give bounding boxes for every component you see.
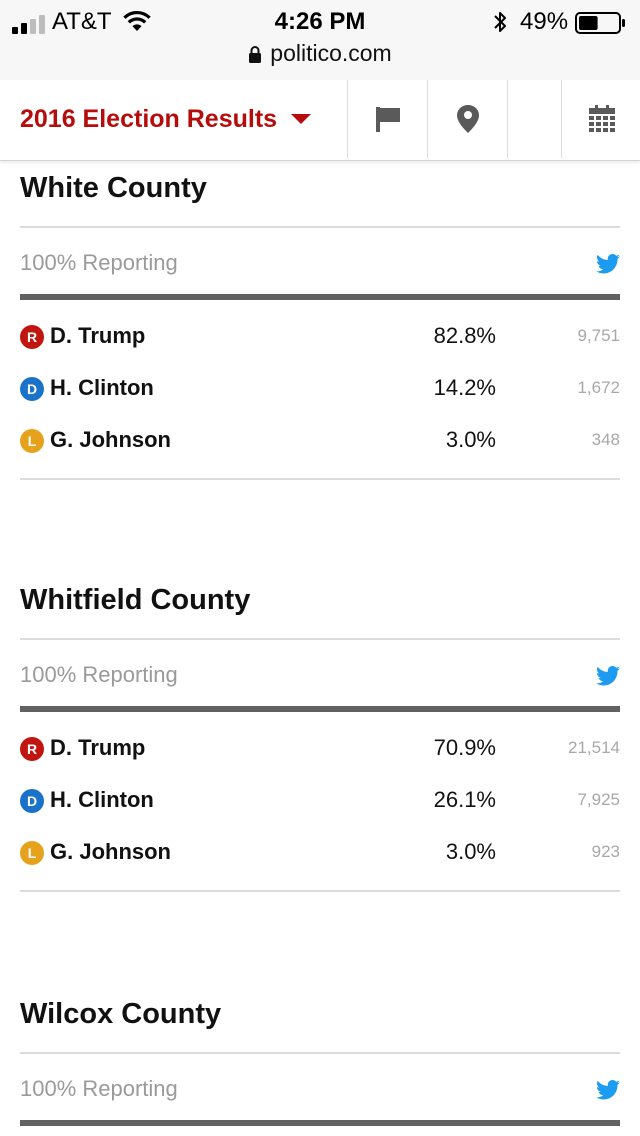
vote-count: 21,514 bbox=[568, 738, 620, 757]
candidate-row: D H. Clinton 26.1% 7,925 bbox=[20, 782, 620, 822]
caret-down-icon bbox=[291, 114, 312, 124]
url-bar[interactable]: politico.com bbox=[0, 40, 640, 67]
signal-strength-icon bbox=[12, 15, 45, 34]
candidate-row: D H. Clinton 14.2% 1,672 bbox=[20, 370, 620, 410]
reporting-status: 100% Reporting bbox=[20, 662, 178, 687]
wifi-icon bbox=[123, 10, 151, 31]
results-divider bbox=[20, 706, 620, 712]
url-text: politico.com bbox=[270, 40, 392, 66]
election-results-dropdown[interactable]: 2016 Election Results bbox=[20, 80, 312, 158]
map-pin-icon bbox=[457, 105, 479, 133]
county-card: Wilcox County 100% Reporting bbox=[20, 998, 620, 1136]
county-name: Whitfield County bbox=[20, 584, 251, 616]
vote-count: 348 bbox=[591, 430, 620, 449]
blank-nav-button[interactable] bbox=[507, 80, 562, 158]
vote-count: 9,751 bbox=[577, 326, 620, 345]
divider bbox=[20, 638, 620, 640]
reporting-status: 100% Reporting bbox=[20, 250, 178, 275]
lock-icon bbox=[249, 46, 262, 63]
results-list: White County 100% Reporting R D. Trump 8… bbox=[0, 160, 640, 1136]
battery-icon bbox=[575, 12, 625, 34]
flag-icon bbox=[376, 107, 400, 132]
candidate-name: H. Clinton bbox=[50, 375, 154, 400]
twitter-icon[interactable] bbox=[596, 666, 620, 686]
vote-percent: 3.0% bbox=[445, 839, 496, 864]
carrier-label: AT&T bbox=[52, 8, 112, 35]
status-bar: AT&T 4:26 PM 49% politico.com bbox=[0, 0, 640, 81]
calendar-button[interactable] bbox=[561, 80, 640, 158]
battery-percent: 49% bbox=[520, 8, 569, 35]
reporting-status: 100% Reporting bbox=[20, 1076, 178, 1101]
vote-count: 923 bbox=[591, 842, 620, 861]
democrat-badge: D bbox=[20, 789, 44, 813]
vote-count: 7,925 bbox=[577, 790, 620, 809]
flag-button[interactable] bbox=[347, 80, 428, 158]
democrat-badge: D bbox=[20, 377, 44, 401]
libertarian-badge: L bbox=[20, 429, 44, 453]
page-title: 2016 Election Results bbox=[20, 105, 278, 133]
divider bbox=[20, 1052, 620, 1054]
candidate-row: L G. Johnson 3.0% 923 bbox=[20, 834, 620, 874]
candidate-name: G. Johnson bbox=[50, 839, 171, 864]
results-divider bbox=[20, 1120, 620, 1126]
candidate-name: D. Trump bbox=[50, 735, 146, 760]
vote-percent: 14.2% bbox=[433, 375, 496, 400]
vote-percent: 3.0% bbox=[445, 427, 496, 452]
site-header: 2016 Election Results bbox=[0, 80, 640, 161]
vote-percent: 70.9% bbox=[433, 735, 496, 760]
divider bbox=[20, 890, 620, 892]
clock: 4:26 PM bbox=[274, 8, 366, 35]
twitter-icon[interactable] bbox=[596, 254, 620, 274]
location-button[interactable] bbox=[427, 80, 508, 158]
candidate-row: R D. Trump 70.9% 21,514 bbox=[20, 730, 620, 770]
county-name: Wilcox County bbox=[20, 998, 222, 1030]
republican-badge: R bbox=[20, 737, 44, 761]
county-card: Whitfield County 100% Reporting R D. Tru… bbox=[20, 584, 620, 894]
bluetooth-icon bbox=[494, 12, 506, 32]
candidate-row: L G. Johnson 3.0% 348 bbox=[20, 422, 620, 462]
candidate-name: H. Clinton bbox=[50, 787, 154, 812]
divider bbox=[20, 226, 620, 228]
candidate-row: R D. Trump 82.8% 9,751 bbox=[20, 318, 620, 358]
divider bbox=[20, 478, 620, 480]
county-card: White County 100% Reporting R D. Trump 8… bbox=[20, 172, 620, 482]
republican-badge: R bbox=[20, 325, 44, 349]
candidate-name: G. Johnson bbox=[50, 427, 171, 452]
results-divider bbox=[20, 294, 620, 300]
calendar-icon bbox=[588, 105, 615, 132]
candidate-name: D. Trump bbox=[50, 323, 146, 348]
vote-percent: 26.1% bbox=[433, 787, 496, 812]
county-name: White County bbox=[20, 172, 207, 204]
libertarian-badge: L bbox=[20, 841, 44, 865]
twitter-icon[interactable] bbox=[596, 1080, 620, 1100]
vote-count: 1,672 bbox=[577, 378, 620, 397]
vote-percent: 82.8% bbox=[433, 323, 496, 348]
